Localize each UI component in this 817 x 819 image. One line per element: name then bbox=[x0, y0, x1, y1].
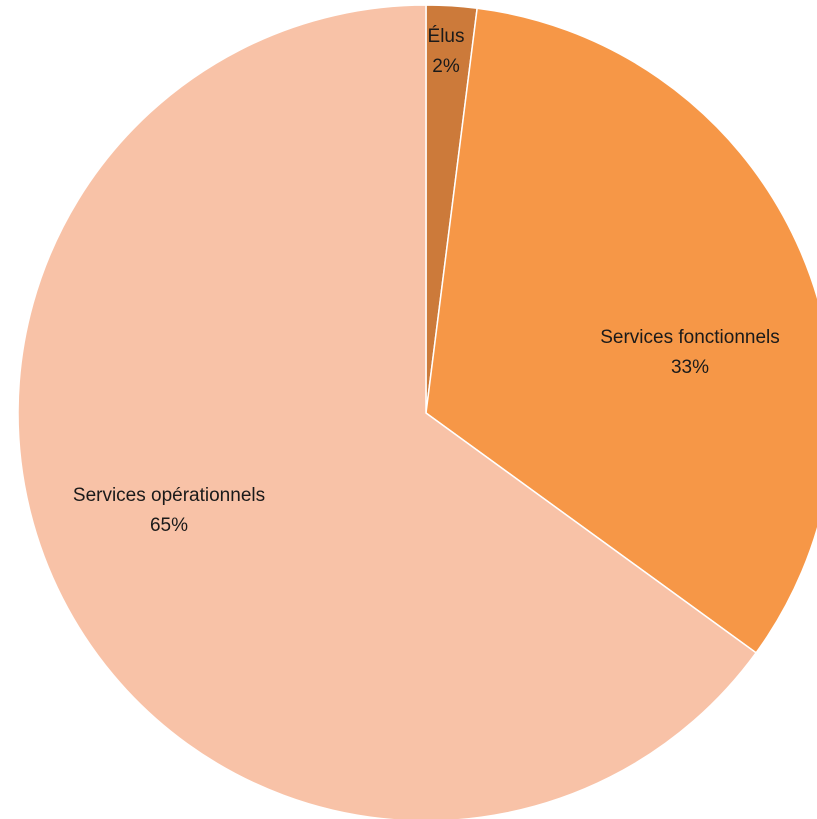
pie-slice-3 bbox=[17, 4, 758, 819]
slice-label-1: Élus bbox=[428, 26, 465, 47]
slice-label-2: Services fonctionnels bbox=[600, 327, 780, 348]
pie-slices bbox=[17, 4, 817, 819]
pie-labels: Élus 2% Services fonctionnels 33% Services o… bbox=[73, 26, 780, 536]
slice-value-label-1: 2% bbox=[432, 56, 460, 77]
pie-slice-2 bbox=[425, 7, 817, 654]
slice-value-label-3: 65% bbox=[150, 515, 188, 536]
slice-value-label-2: 33% bbox=[671, 357, 709, 378]
slice-label-3: Services opérationnels bbox=[73, 485, 265, 506]
